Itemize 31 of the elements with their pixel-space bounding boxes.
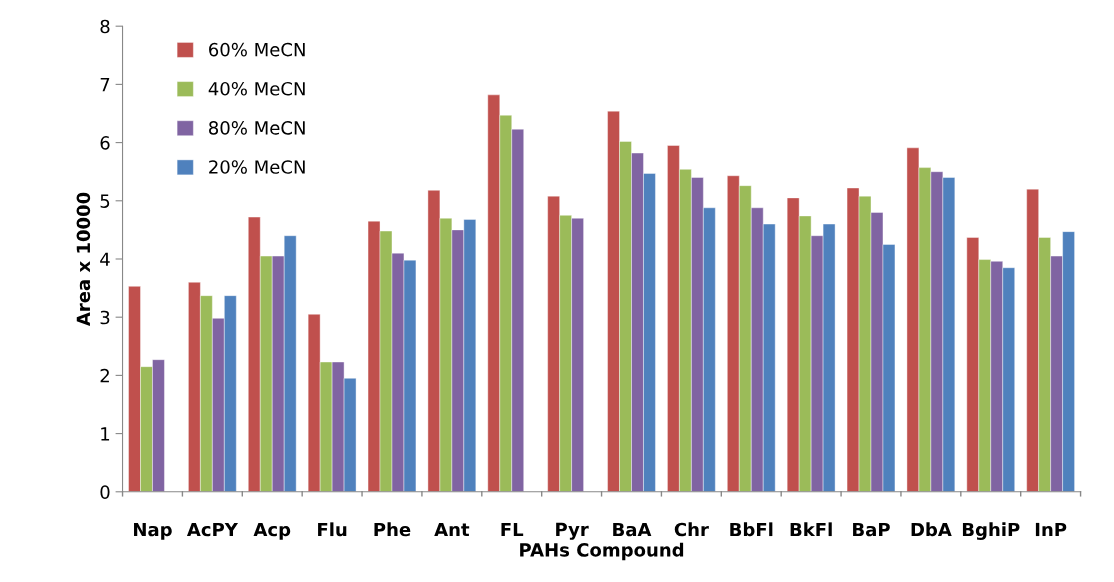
y-tick-label: 7	[100, 78, 110, 92]
x-tick-label: InP	[1035, 522, 1067, 537]
y-tick-label: 8	[100, 19, 110, 34]
x-tick-label: BbFl	[730, 522, 773, 537]
y-tick-label: 1	[101, 427, 110, 441]
legend-label: 60% MeCN	[209, 42, 305, 57]
x-tick-label: BaP	[853, 522, 890, 537]
y-tick-label: 2	[100, 368, 109, 383]
x-tick-label: Acp	[253, 522, 291, 540]
y-tick-label: 5	[100, 194, 110, 208]
x-tick-label: Ant	[434, 522, 470, 537]
x-tick-label: Flu	[318, 522, 347, 537]
x-tick-label: Phe	[374, 522, 411, 537]
legend-label: 80% MeCN	[209, 121, 305, 135]
x-tick-label: BghiP	[962, 522, 1020, 540]
x-tick-label: Nap	[134, 522, 172, 540]
x-tick-label: Chr	[674, 522, 709, 537]
y-tick-label: 4	[100, 252, 110, 266]
y-tick-label: 3	[100, 310, 110, 325]
legend-label: 40% MeCN	[208, 81, 305, 96]
x-tick-label: DbA	[911, 522, 952, 537]
y-tick-label: 0	[100, 485, 110, 499]
x-tick-label: Pyr	[556, 522, 589, 540]
legend-label: 20% MeCN	[209, 160, 305, 174]
y-axis-title: Area x 10000	[76, 192, 91, 327]
x-axis-title: PAHs Compound	[520, 542, 684, 561]
x-tick-label: BaA	[613, 522, 652, 537]
x-tick-label: BkFl	[790, 522, 832, 537]
x-tick-label: FL	[501, 522, 524, 537]
x-tick-label: AcPY	[186, 522, 239, 537]
y-tick-label: 6	[100, 136, 110, 150]
